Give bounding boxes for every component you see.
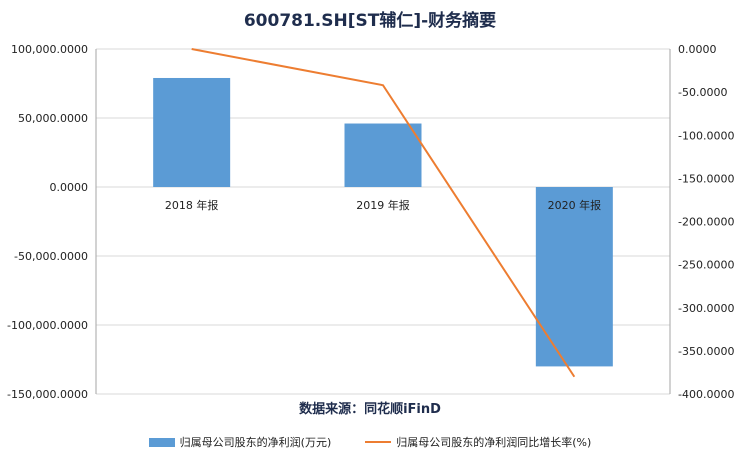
x-category-label-1: 2019 年报 [356, 198, 410, 212]
y-right-tick-label-3: -150.0000 [678, 172, 734, 185]
y-right-tick-label-0: 0.0000 [678, 43, 717, 56]
y-right-tick-label-8: -400.0000 [678, 388, 734, 401]
legend-swatch-line [365, 441, 392, 443]
line-series [191, 48, 576, 378]
y-right-tick-label-7: -350.0000 [678, 345, 734, 358]
y-right-tick-label-1: -50.0000 [678, 86, 727, 99]
y-left-tick-label-4: -100,000.0000 [7, 319, 88, 332]
legend-item-bar: 归属母公司股东的净利润(万元) [148, 434, 332, 450]
y-left-tick-label-2: 0.0000 [50, 181, 89, 194]
y-right-tick-label-6: -300.0000 [678, 302, 734, 315]
x-category-label-2: 2020 年报 [548, 198, 602, 212]
y-right-tick-label-4: -200.0000 [678, 216, 734, 229]
y-left-tick-label-1: 50,000.0000 [18, 112, 88, 125]
bar-2 [535, 187, 613, 367]
x-category-label-0: 2018 年报 [165, 198, 219, 212]
legend-label-line: 归属母公司股东的净利润同比增长率(%) [396, 436, 592, 449]
source-note: 数据来源：同花顺iFinD [299, 402, 441, 417]
legend-label-bar: 归属母公司股东的净利润(万元) [179, 436, 332, 449]
chart-title: 600781.SH[ST辅仁]-财务摘要 [243, 11, 497, 31]
y-left-tick-label-0: 100,000.0000 [11, 43, 88, 56]
legend-swatch-bar [148, 437, 175, 447]
legend-item-line: 归属母公司股东的净利润同比增长率(%) [365, 434, 591, 450]
bar-0 [153, 77, 231, 187]
y-right-tick-label-2: -100.0000 [678, 129, 734, 142]
y-right-tick-label-5: -250.0000 [678, 259, 734, 272]
y-left-tick-label-3: -50,000.0000 [14, 250, 88, 263]
chart-legend: 归属母公司股东的净利润(万元) 归属母公司股东的净利润同比增长率(%) [0, 434, 740, 450]
bar-1 [344, 123, 422, 187]
y-left-tick-label-5: -150,000.0000 [7, 388, 88, 401]
